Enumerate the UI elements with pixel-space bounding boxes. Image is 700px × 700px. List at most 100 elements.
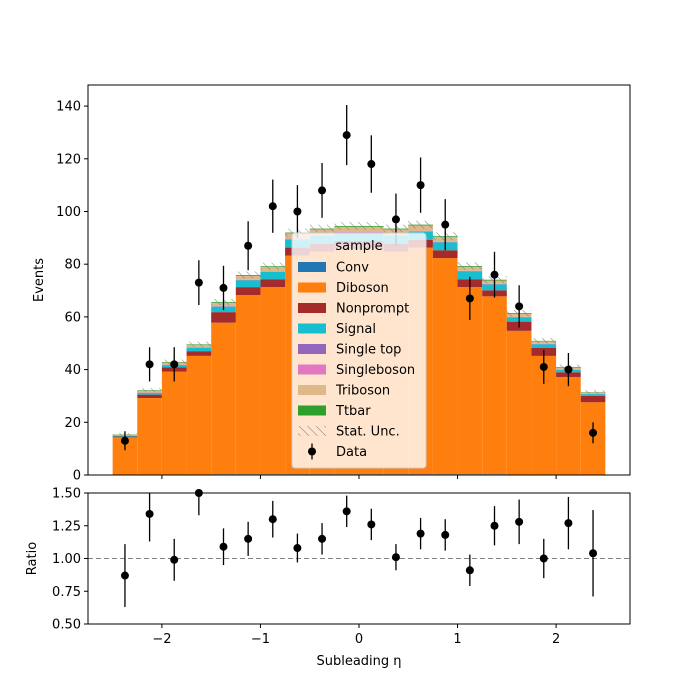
bar [506, 330, 532, 475]
data-point [170, 360, 179, 369]
unc-band [334, 222, 359, 230]
bar [186, 351, 212, 356]
bar [186, 347, 212, 352]
data-point [293, 207, 302, 216]
bar [432, 250, 458, 259]
legend-item-ttbar: Ttbar [298, 404, 371, 419]
y-tick-label: 40 [64, 363, 81, 378]
ratio-y-ticks: 0.50 0.75 1.00 1.25 1.50 [52, 487, 88, 633]
ratio-point [293, 544, 302, 553]
legend-swatch [298, 323, 326, 334]
ratio-y-tick-label: 0.50 [52, 618, 81, 633]
bar [260, 271, 286, 280]
bar [235, 280, 261, 288]
legend-swatch [298, 303, 326, 313]
data-point [465, 294, 474, 303]
bar [334, 232, 359, 233]
legend-item-conv: Conv [298, 261, 369, 276]
legend-swatch [298, 344, 326, 354]
ratio-point [515, 517, 524, 526]
data-points [120, 105, 598, 451]
data-point [515, 302, 524, 311]
bar [531, 344, 557, 348]
legend-label: Stat. Unc. [336, 425, 400, 440]
x-tick-label: 1 [453, 632, 461, 647]
legend-label: Diboson [336, 281, 389, 296]
ratio-point [342, 507, 351, 516]
bar [359, 232, 384, 233]
legend-item-triboson: Triboson [298, 384, 390, 399]
y-tick-label: 0 [73, 469, 81, 484]
ratio-point [465, 566, 474, 575]
data-point [219, 283, 228, 292]
ratio-panel: 0.50 0.75 1.00 1.25 1.50 −2 −1 0 1 2 Ratio Suble… [25, 475, 631, 669]
bar [137, 394, 162, 399]
x-axis-label: Subleading η [316, 654, 401, 669]
legend-swatch [298, 385, 326, 395]
data-point [367, 160, 376, 169]
bar [457, 271, 483, 280]
x-ticks: −2 −1 0 1 2 [152, 475, 560, 647]
ratio-point [219, 542, 228, 551]
bar [211, 322, 236, 475]
ratio-point [441, 530, 450, 539]
y-tick-label: 20 [64, 416, 81, 431]
unc-band [235, 271, 261, 279]
legend-marker [308, 447, 316, 456]
legend-swatch [298, 364, 326, 375]
data-point [391, 215, 400, 224]
legend-label: Signal [336, 322, 376, 337]
bar [580, 395, 606, 403]
ratio-point [564, 519, 573, 528]
unc-band [137, 388, 162, 393]
main-y-ticks: 0 20 40 60 80 100 120 140 [56, 100, 88, 484]
ratio-point [416, 529, 425, 538]
unc-band [408, 220, 433, 229]
ratio-point [145, 509, 154, 518]
x-tick-label: −2 [152, 632, 171, 647]
legend-label: Single top [336, 343, 401, 358]
ratio-point [490, 521, 499, 530]
data-point [416, 181, 425, 190]
legend-item-singleboson: Singleboson [298, 363, 415, 378]
legend-item-single-top: Single top [298, 343, 401, 358]
legend-label: Nonprompt [336, 302, 409, 317]
x-tick-label: 2 [552, 632, 560, 647]
data-point [589, 428, 598, 437]
unc-band [260, 262, 286, 270]
unc-band [359, 222, 384, 230]
bar [211, 312, 236, 323]
legend-item-data: Data [308, 443, 367, 460]
bar [580, 394, 606, 396]
ratio-y-tick-label: 1.25 [52, 519, 81, 534]
unc-band [531, 338, 557, 344]
bar [235, 287, 261, 296]
unc-band [580, 390, 606, 394]
ratio-y-axis-label: Ratio [25, 542, 40, 575]
legend-swatch [298, 262, 326, 272]
legend-swatch [298, 405, 326, 416]
legend-label: Ttbar [335, 404, 371, 419]
data-point [268, 202, 277, 211]
legend-item-stat-unc-: Stat. Unc. [298, 425, 400, 440]
bar [186, 355, 212, 475]
x-tick-label: 0 [355, 632, 363, 647]
y-tick-label: 80 [64, 258, 81, 273]
unc-band [186, 341, 212, 347]
ratio-y-tick-label: 1.50 [52, 487, 81, 502]
ratio-y-tick-label: 1.00 [52, 552, 81, 567]
ratio-point [318, 534, 327, 543]
ratio-point [589, 549, 598, 558]
ratio-point [120, 571, 129, 580]
bar [137, 393, 162, 395]
ratio-point [268, 515, 277, 524]
bar [235, 295, 261, 475]
legend-item-signal: Signal [298, 322, 376, 337]
legend-label: Singleboson [336, 363, 415, 378]
legend-label: Data [336, 445, 367, 460]
ratio-point [391, 553, 400, 562]
legend-swatch [298, 282, 326, 293]
legend-label: Triboson [335, 384, 390, 399]
data-point [120, 436, 129, 445]
